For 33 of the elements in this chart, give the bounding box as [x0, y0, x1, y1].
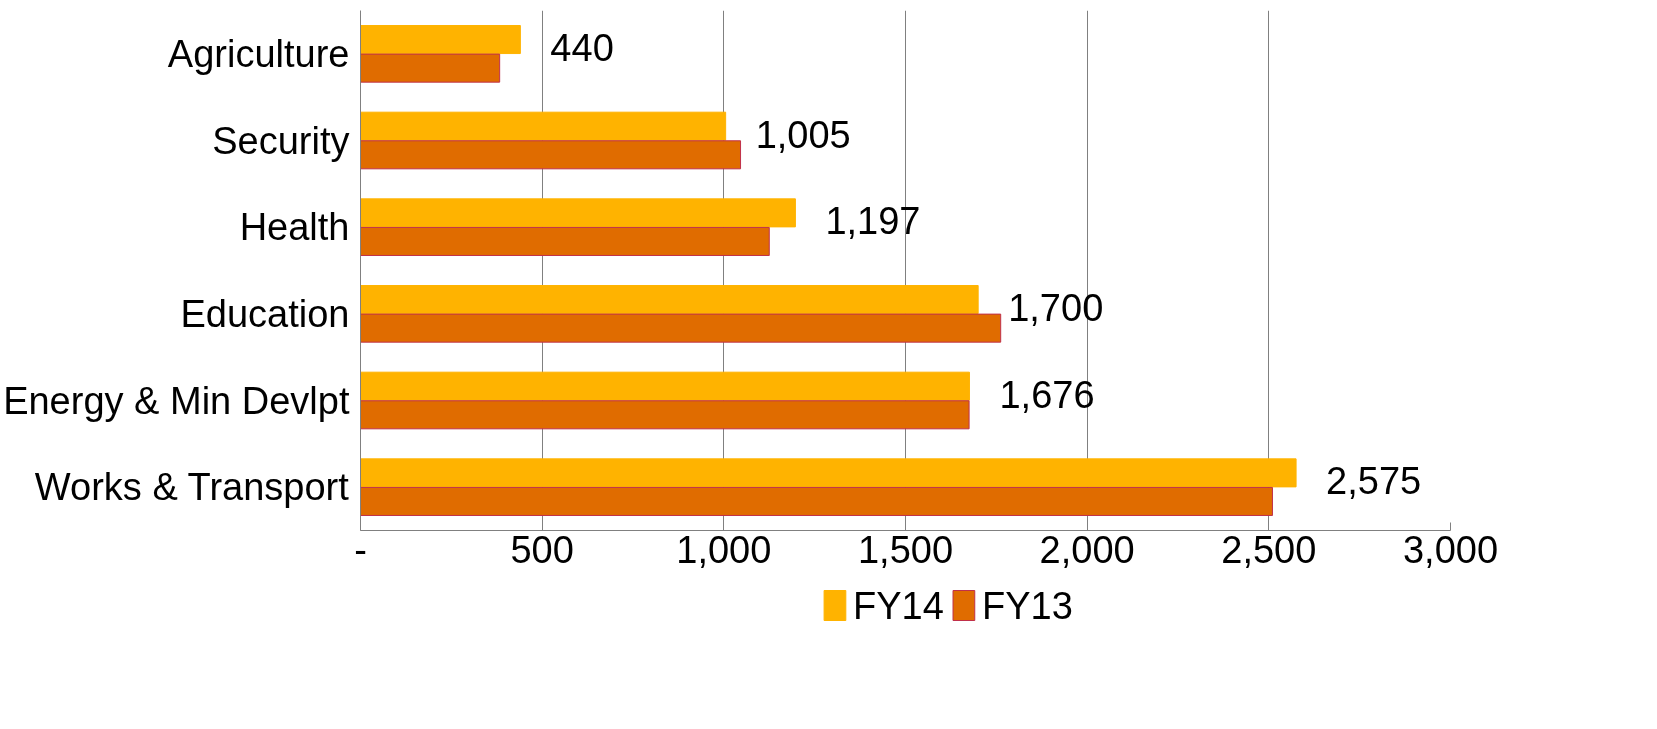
- y-tick-label: Agriculture: [167, 32, 350, 75]
- x-tick-label: 1,500: [857, 528, 954, 571]
- data-label: 1,005: [755, 113, 851, 156]
- data-label: 1,197: [825, 200, 921, 243]
- legend-label: FY13: [982, 584, 1073, 627]
- bar: [360, 25, 521, 55]
- bar: [360, 53, 501, 83]
- legend-label: FY14: [853, 584, 944, 627]
- bar: [360, 371, 970, 401]
- x-tick-label: 2,500: [1221, 528, 1317, 571]
- x-tick-label: 2,000: [1039, 528, 1135, 571]
- bar: [360, 198, 796, 228]
- bar: [360, 111, 727, 141]
- data-label: 2,575: [1326, 460, 1422, 503]
- y-tick-label: Energy & Min Devlpt: [3, 379, 350, 422]
- y-tick-label: Health: [239, 206, 350, 249]
- x-tick-label: 500: [510, 528, 574, 571]
- y-tick-label: Works & Transport: [34, 466, 350, 509]
- y-tick-label: Education: [180, 292, 350, 335]
- x-tick-label: 3,000: [1402, 528, 1499, 571]
- y-tick-label: Security: [212, 119, 350, 162]
- data-label: 1,700: [1008, 287, 1104, 330]
- data-label: 1,676: [999, 373, 1095, 416]
- x-tick-label: -: [354, 528, 367, 571]
- bar: [360, 400, 970, 430]
- x-tick-label: 1,000: [676, 528, 772, 571]
- bar: [360, 313, 1002, 343]
- data-label: 440: [550, 27, 614, 70]
- bar: [360, 486, 1273, 516]
- bar: [360, 458, 1297, 488]
- bar: [360, 226, 770, 256]
- bar: [360, 140, 742, 170]
- bar: [360, 285, 979, 315]
